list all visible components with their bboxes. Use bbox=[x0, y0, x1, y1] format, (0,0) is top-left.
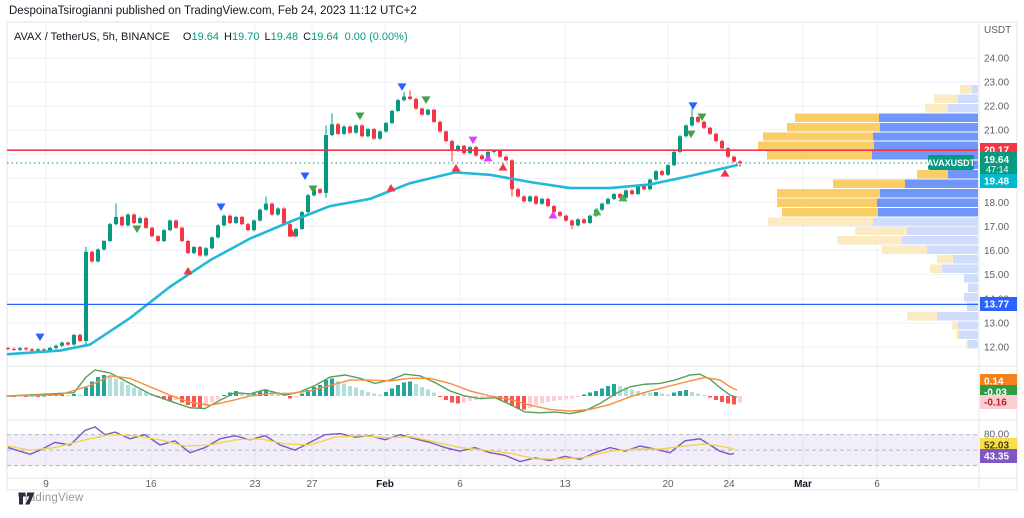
tradingview-attribution[interactable]: TradingView bbox=[18, 492, 84, 505]
svg-text:80.00: 80.00 bbox=[984, 430, 1009, 441]
open-value: 19.64 bbox=[191, 31, 219, 43]
legend-symbol[interactable]: AVAX / TetherUS, 5h, BINANCE bbox=[14, 31, 170, 43]
change-value: 0.00 (0.00%) bbox=[344, 31, 408, 43]
signal-markers bbox=[35, 83, 730, 342]
volume-profile bbox=[758, 85, 978, 349]
ma-line bbox=[6, 163, 739, 356]
tradingview-logo-icon bbox=[18, 492, 35, 505]
svg-text:9: 9 bbox=[43, 479, 49, 490]
svg-text:20.17: 20.17 bbox=[984, 146, 1009, 157]
price-axis[interactable] bbox=[979, 22, 1017, 478]
svg-text:23.00: 23.00 bbox=[984, 78, 1009, 89]
time-axis-labels: 9 16 23 27 Feb 6 13 20 24 Mar 6 bbox=[43, 479, 880, 490]
svg-text:17.00: 17.00 bbox=[984, 222, 1009, 233]
svg-text:52.03: 52.03 bbox=[984, 441, 1009, 452]
svg-text:-0.03: -0.03 bbox=[984, 388, 1007, 399]
macd-signal-line bbox=[7, 375, 738, 412]
svg-text:23: 23 bbox=[249, 479, 261, 490]
svg-text:18.00: 18.00 bbox=[984, 198, 1009, 209]
svg-text:13: 13 bbox=[559, 479, 571, 490]
svg-text:-0.16: -0.16 bbox=[984, 398, 1007, 409]
svg-text:15.00: 15.00 bbox=[984, 270, 1009, 281]
symbol-legend: AVAX / TetherUS, 5h, BINANCE O19.64 H19.70… bbox=[14, 31, 408, 43]
low-value: 19.48 bbox=[270, 31, 299, 43]
svg-text:43.35: 43.35 bbox=[984, 452, 1009, 463]
chart-frame bbox=[6, 21, 1018, 491]
svg-text:24: 24 bbox=[723, 479, 735, 490]
published-header: DespoinaTsirogianni published on Trading… bbox=[9, 5, 417, 17]
axis-badge: 43.35 bbox=[980, 449, 1017, 463]
svg-text:6: 6 bbox=[457, 479, 463, 490]
high-value: 19.70 bbox=[231, 31, 260, 43]
stoch-d-line bbox=[7, 433, 735, 460]
candlestick-series bbox=[6, 90, 742, 353]
svg-text:19.48: 19.48 bbox=[984, 177, 1009, 188]
open-label: O bbox=[182, 31, 192, 43]
axis-badge: 13.77 bbox=[980, 297, 1017, 311]
high-label: H bbox=[224, 31, 232, 43]
svg-text:6: 6 bbox=[874, 479, 880, 490]
axis-badge: 0.14 bbox=[980, 374, 1017, 388]
svg-text:19.64: 19.64 bbox=[984, 155, 1009, 166]
time-axis[interactable] bbox=[7, 478, 979, 490]
chart-pane[interactable] bbox=[7, 22, 979, 478]
svg-text:21.00: 21.00 bbox=[984, 126, 1009, 137]
macd-line bbox=[7, 369, 738, 415]
svg-text:12.00: 12.00 bbox=[984, 342, 1009, 353]
svg-text:Mar: Mar bbox=[794, 479, 812, 490]
svg-text:20: 20 bbox=[662, 479, 674, 490]
close-value: 19.64 bbox=[311, 31, 339, 43]
series-name-label: AVAXUSDT bbox=[927, 155, 976, 170]
axis-badge: -0.16 bbox=[980, 395, 1017, 409]
close-label: C bbox=[303, 31, 312, 43]
svg-text:47:14: 47:14 bbox=[986, 165, 1009, 175]
svg-text:24.00: 24.00 bbox=[984, 54, 1009, 65]
svg-text:16: 16 bbox=[145, 479, 157, 490]
svg-text:13.77: 13.77 bbox=[984, 300, 1009, 311]
svg-text:0.14: 0.14 bbox=[984, 377, 1004, 388]
axis-badge: 52.03 bbox=[980, 438, 1017, 452]
svg-text:16.00: 16.00 bbox=[984, 246, 1009, 257]
svg-text:Feb: Feb bbox=[376, 479, 394, 490]
svg-text:22.00: 22.00 bbox=[984, 102, 1009, 113]
low-label: L bbox=[264, 31, 271, 43]
axis-badge: 19.48 bbox=[980, 174, 1017, 188]
svg-text:13.00: 13.00 bbox=[984, 318, 1009, 329]
svg-text:AVAXUSDT: AVAXUSDT bbox=[927, 158, 976, 168]
svg-text:27: 27 bbox=[306, 479, 318, 490]
tradingview-logo-text: TradingView bbox=[18, 492, 84, 504]
svg-text:USDT: USDT bbox=[984, 25, 1011, 36]
